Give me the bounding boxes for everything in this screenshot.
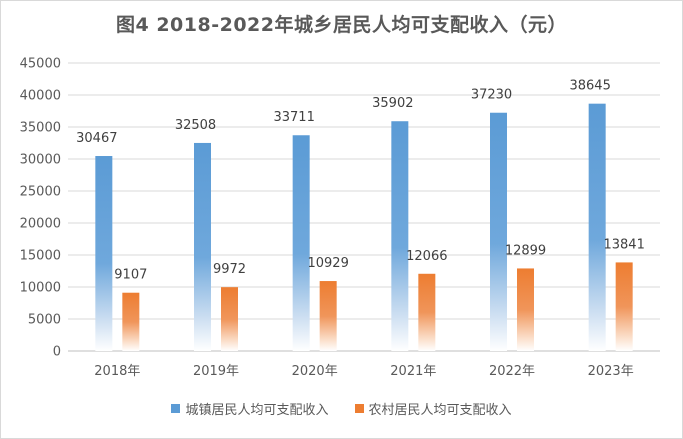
chart-legend: 城镇居民人均可支配收入 农村居民人均可支配收入: [0, 399, 683, 418]
bar-rural: [122, 292, 140, 351]
value-label-urban: 35902: [372, 96, 413, 111]
value-label-urban: 38645: [569, 79, 610, 94]
y-tick-label: 0: [53, 345, 61, 360]
x-tick-label: 2021年: [390, 364, 436, 379]
bar-urban: [588, 103, 606, 351]
x-tick-label: 2019年: [193, 364, 239, 379]
value-label-rural: 9107: [114, 268, 147, 283]
legend-item-urban: 城镇居民人均可支配收入: [171, 399, 329, 418]
bar-rural: [418, 273, 436, 351]
value-label-rural: 12899: [505, 243, 546, 258]
bar-urban: [194, 142, 211, 351]
value-label-rural: 9972: [213, 262, 246, 277]
value-label-urban: 30467: [76, 131, 117, 146]
bar-rural: [319, 281, 337, 351]
y-tick-label: 35000: [20, 121, 61, 136]
bar-rural: [615, 262, 633, 351]
legend-item-rural: 农村居民人均可支配收入: [354, 399, 512, 418]
y-tick-label: 45000: [20, 57, 61, 72]
x-tick-label: 2020年: [292, 364, 338, 379]
bar-rural: [221, 287, 238, 351]
value-label-urban: 33711: [273, 110, 314, 125]
value-label-urban: 37230: [471, 88, 512, 103]
value-label-rural: 12066: [406, 249, 447, 264]
legend-swatch-urban: [171, 404, 181, 413]
y-tick-label: 15000: [20, 249, 61, 264]
value-label-rural: 10929: [307, 256, 348, 271]
y-tick-label: 30000: [20, 153, 61, 168]
x-tick-label: 2022年: [489, 364, 535, 379]
x-tick-label: 2023年: [588, 364, 634, 379]
value-label-urban: 32508: [175, 118, 216, 133]
y-tick-label: 10000: [20, 281, 61, 296]
bar-rural: [517, 268, 534, 351]
legend-swatch-rural: [354, 404, 364, 413]
bar-urban: [95, 156, 113, 351]
x-tick-label: 2018年: [94, 364, 140, 379]
bar-urban: [292, 135, 310, 351]
legend-label-urban: 城镇居民人均可支配收入: [185, 403, 329, 418]
y-tick-label: 20000: [20, 217, 61, 232]
y-tick-label: 5000: [28, 313, 61, 328]
value-label-rural: 13841: [603, 237, 644, 252]
y-tick-label: 25000: [20, 185, 61, 200]
y-tick-label: 40000: [20, 89, 61, 104]
chart-title: 图4 2018-2022年城乡居民人均可支配收入（元）: [116, 14, 567, 36]
bar-urban: [391, 121, 409, 351]
bar-urban: [490, 112, 507, 351]
legend-label-rural: 农村居民人均可支配收入: [368, 403, 512, 418]
